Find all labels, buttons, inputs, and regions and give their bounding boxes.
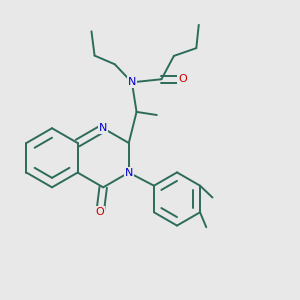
Text: O: O (178, 74, 187, 84)
Text: O: O (96, 207, 104, 217)
Text: N: N (128, 77, 136, 87)
Text: N: N (99, 123, 107, 133)
Text: N: N (124, 168, 133, 178)
